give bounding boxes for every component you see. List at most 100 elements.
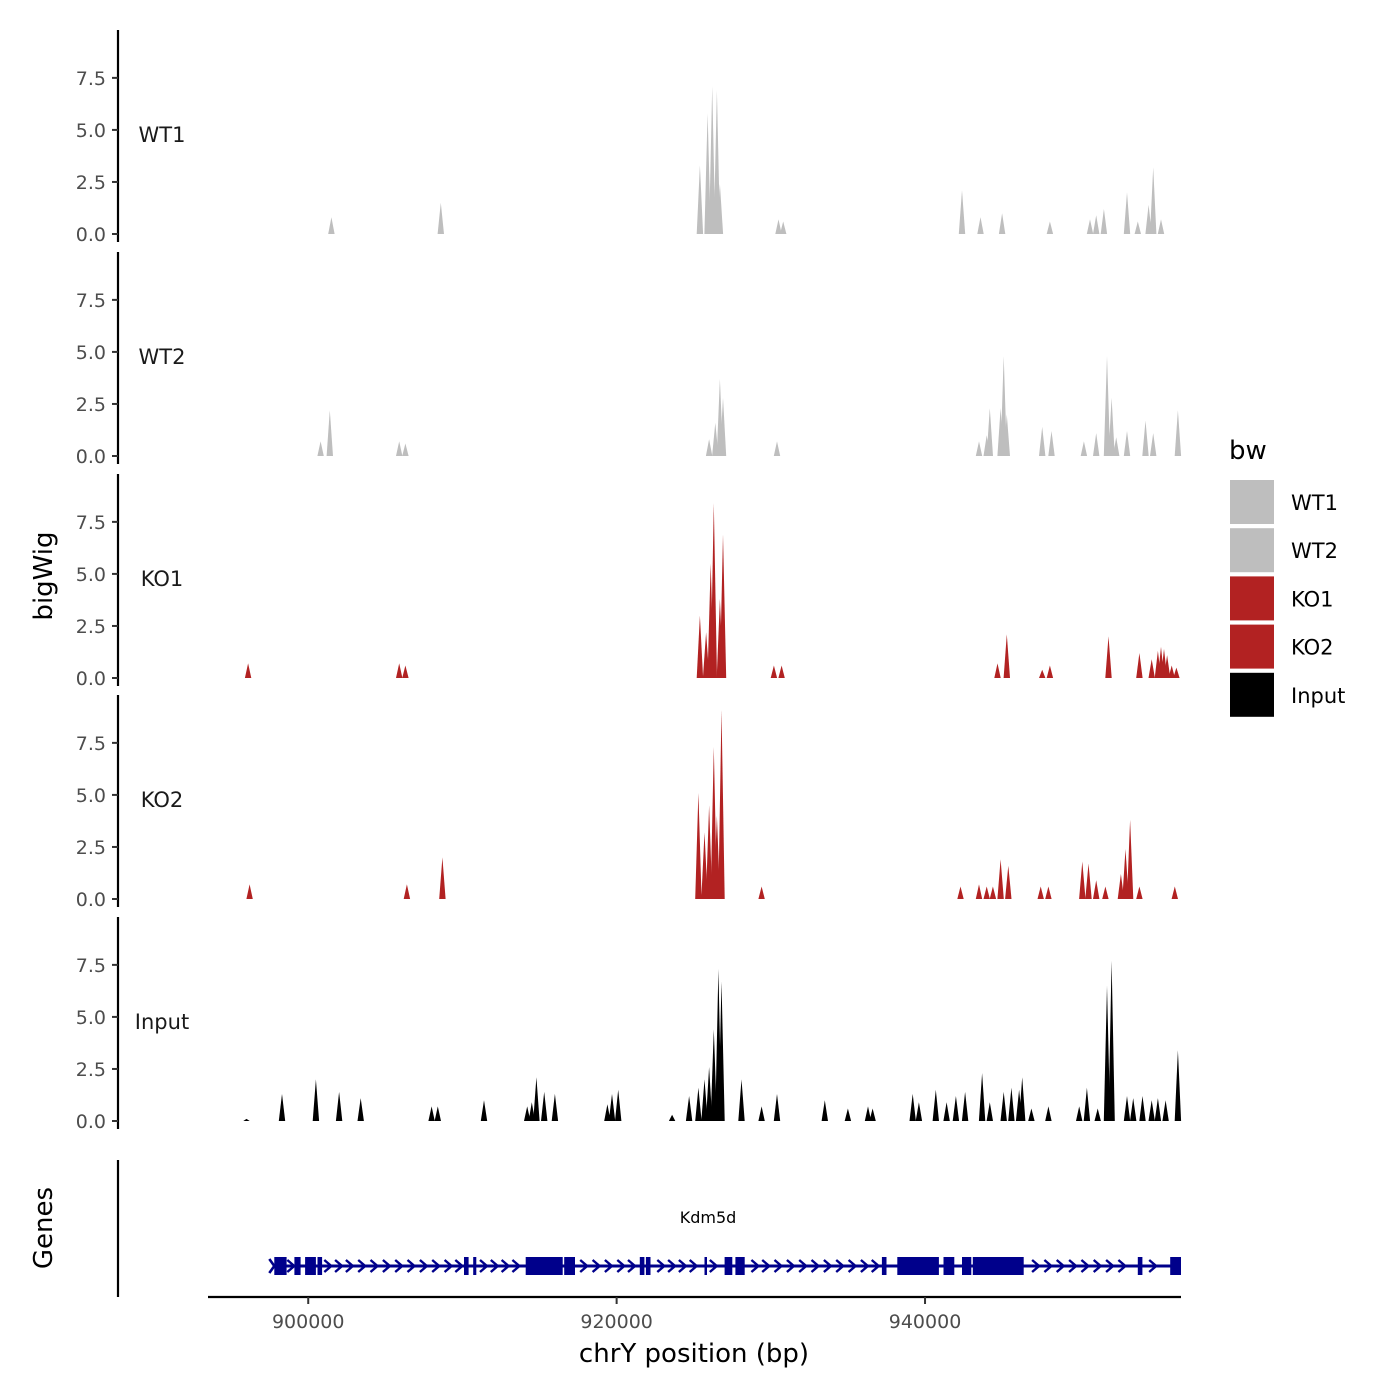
peak: [1103, 985, 1111, 1121]
peak: [758, 886, 765, 899]
peak: [1113, 437, 1120, 456]
peak: [1130, 1098, 1137, 1121]
peak: [1046, 221, 1054, 234]
exon: [735, 1257, 745, 1275]
peak: [1005, 865, 1012, 899]
peak: [709, 86, 716, 234]
exon: [305, 1257, 316, 1275]
peak: [1148, 659, 1155, 678]
peak: [1000, 356, 1007, 456]
exon: [972, 1257, 1024, 1275]
peak: [1108, 960, 1115, 1121]
peak: [1103, 356, 1111, 456]
peak: [997, 859, 1004, 899]
strand-arrow: [627, 1259, 637, 1273]
peak: [434, 1106, 441, 1121]
y-axis-title: bigWig: [29, 531, 59, 620]
peak: [1134, 221, 1141, 234]
peak: [770, 665, 778, 678]
peak: [335, 1091, 343, 1121]
peak: [1105, 636, 1112, 678]
y-tick-label: 2.5: [76, 172, 106, 194]
peak: [710, 503, 717, 678]
strand-arrow: [579, 1259, 590, 1273]
x-tick-label: 900000: [272, 1311, 345, 1333]
peak: [1046, 665, 1054, 678]
exon: [724, 1257, 733, 1275]
peak: [524, 1106, 531, 1121]
peak: [1076, 1106, 1083, 1121]
peak: [696, 165, 704, 234]
strand-arrow: [1092, 1259, 1103, 1273]
exon: [473, 1257, 477, 1275]
strand-arrow: [1055, 1259, 1066, 1273]
peak: [1080, 441, 1088, 456]
peak: [1154, 1098, 1162, 1121]
track-ko1: 0.0 2.5 5.0 7.5 KO1: [76, 474, 1180, 690]
peak: [428, 1106, 435, 1121]
legend-label-input: Input: [1291, 684, 1345, 708]
peak: [402, 443, 409, 456]
strand-arrow: [678, 1259, 688, 1273]
peak: [328, 217, 335, 234]
peak: [718, 709, 725, 899]
legend-swatch-wt1: [1230, 480, 1274, 524]
y-tick-label: 0.0: [76, 668, 106, 690]
y-tick-label: 2.5: [76, 394, 106, 416]
exon: [962, 1257, 972, 1275]
peak: [773, 1093, 781, 1121]
exon: [639, 1257, 645, 1275]
legend-label-ko2: KO2: [1291, 636, 1334, 660]
strand-arrow: [1117, 1259, 1128, 1273]
peak: [1122, 849, 1129, 899]
peak: [480, 1100, 488, 1121]
strand-arrow: [750, 1259, 761, 1273]
strand-arrow: [345, 1259, 355, 1273]
peak: [821, 1100, 828, 1121]
track-label-wt1: WT1: [139, 123, 186, 147]
y-tick-label: 5.0: [76, 1007, 106, 1029]
peak: [1045, 886, 1052, 899]
strand-arrow: [591, 1259, 602, 1273]
peak: [701, 832, 708, 899]
strand-arrow: [688, 1259, 699, 1273]
peak: [1123, 192, 1131, 234]
strand-arrow: [1080, 1259, 1091, 1273]
peak: [978, 1073, 986, 1121]
strand-arrow: [823, 1259, 833, 1273]
track-wt2: 0.0 2.5 5.0 7.5 WT2: [76, 252, 1182, 468]
exon: [294, 1257, 301, 1275]
peak: [983, 886, 990, 899]
peak: [758, 1106, 765, 1121]
genes-axis-title: Genes: [29, 1187, 59, 1269]
track-wt1: 0.0 2.5 5.0 7.5 WT1: [76, 30, 1165, 246]
x-tick-label: 920000: [580, 1311, 653, 1333]
peak: [1126, 819, 1134, 899]
peak: [1150, 167, 1157, 234]
peak: [1086, 219, 1094, 234]
peak: [986, 1102, 993, 1121]
legend-label-ko1: KO1: [1291, 587, 1334, 611]
peak: [718, 981, 725, 1121]
strand-arrow: [323, 1259, 334, 1273]
peak: [1039, 426, 1046, 456]
legend-title: bw: [1229, 436, 1267, 466]
peak: [701, 1079, 708, 1121]
peak: [357, 1098, 364, 1121]
exon: [317, 1257, 323, 1275]
y-tick-label: 5.0: [76, 785, 106, 807]
peak: [1003, 414, 1010, 456]
peak: [439, 857, 446, 899]
x-axis-title: chrY position (bp): [579, 1339, 809, 1369]
peak: [533, 1077, 540, 1121]
peak: [402, 665, 409, 678]
exon: [943, 1257, 955, 1275]
peak: [317, 441, 324, 456]
peak: [1093, 215, 1100, 234]
peak: [244, 663, 252, 678]
strand-arrow: [286, 1259, 297, 1273]
peak: [1093, 433, 1100, 456]
legend: bw WT1 WT2 KO1 KO2 Input: [1229, 436, 1345, 717]
peak: [312, 1079, 320, 1121]
